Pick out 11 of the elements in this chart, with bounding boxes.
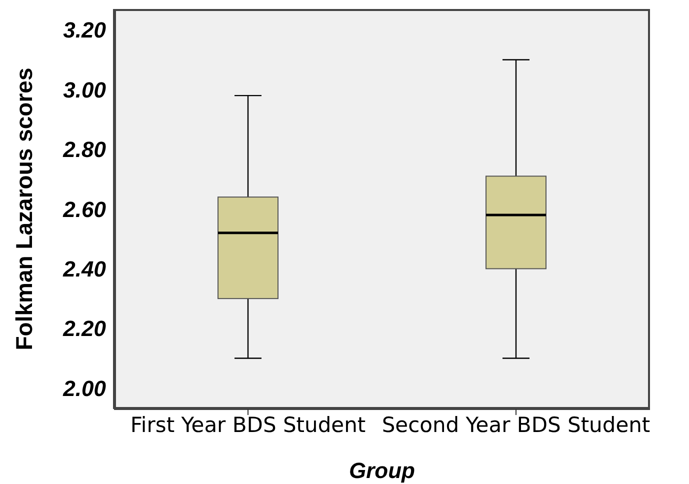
x-tick-label: Second Year BDS Student bbox=[382, 412, 650, 437]
y-tick-label: 2.00 bbox=[62, 376, 107, 401]
x-axis-title: Group bbox=[349, 458, 415, 483]
y-tick-label: 2.20 bbox=[62, 316, 107, 342]
y-axis-title: Folkman Lazarous scores bbox=[11, 68, 38, 350]
y-tick-label: 2.80 bbox=[62, 137, 107, 162]
x-tick-label: First Year BDS Student bbox=[130, 412, 366, 437]
y-tick-label: 3.00 bbox=[63, 77, 107, 102]
y-tick-label: 2.40 bbox=[62, 256, 107, 282]
y-tick-label: 3.20 bbox=[63, 18, 107, 43]
y-tick-label: 2.60 bbox=[62, 196, 107, 222]
